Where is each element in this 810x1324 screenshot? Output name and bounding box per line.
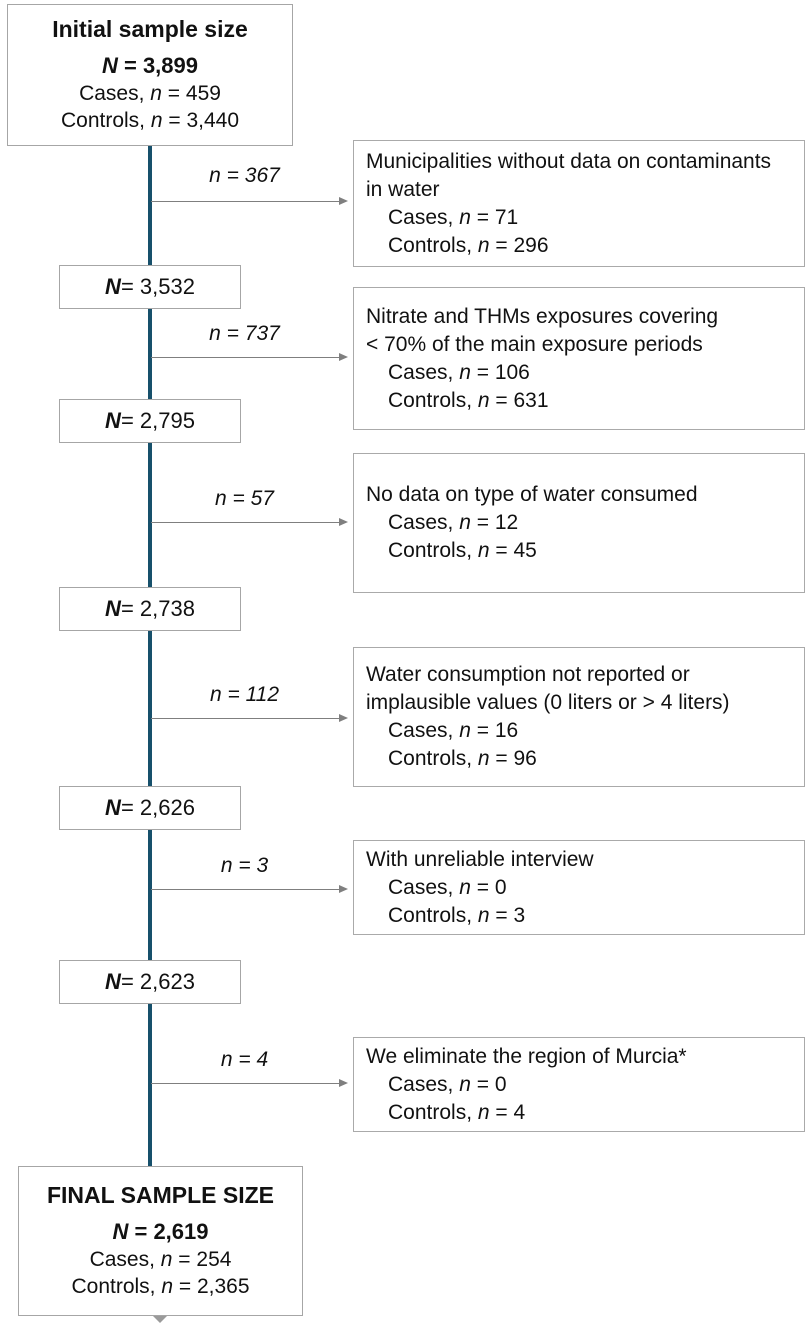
exclusion-reason-1: Municipalities without data on contamina… — [366, 149, 772, 201]
exclusion-arrow-4 — [151, 714, 348, 722]
exclusion-reason-6: We eliminate the region of Murcia* — [366, 1044, 687, 1068]
exclusion-arrow-1 — [151, 197, 348, 205]
arrow-label-4: n = 112 — [209, 683, 280, 706]
arrow-label-2: n = 737 — [209, 322, 280, 345]
final-cases-line: Cases, n = 254 — [89, 1248, 232, 1271]
exclusion-reason-5: With unreliable interview — [366, 847, 594, 871]
sample-size-box-3: N = 2,738 — [59, 587, 241, 631]
exclusion-arrow-2 — [151, 353, 348, 361]
exclusion-reason-4: Water consumption not reported or implaus… — [366, 663, 730, 714]
final-sample-box: FINAL SAMPLE SIZE N = 2,619 Cases, n = 2… — [18, 1166, 303, 1316]
exclusion-cases-2: Cases, n = 106 — [388, 360, 530, 384]
exclusion-cases-3: Cases, n = 12 — [388, 511, 519, 534]
sample-size-box-4: N = 2,626 — [59, 786, 241, 830]
arrow-label-3: n = 57 — [215, 487, 274, 510]
exclusion-arrow-6 — [151, 1079, 348, 1087]
exclusion-controls-4: Controls, n = 96 — [388, 747, 537, 770]
arrow-label-6: n = 4 — [220, 1048, 269, 1071]
final-sample-title: FINAL SAMPLE SIZE — [46, 1182, 275, 1208]
exclusion-controls-6: Controls, n = 4 — [388, 1100, 526, 1124]
arrow-label-1: n = 367 — [209, 164, 280, 187]
exclusion-box-2: Nitrate and THMs exposures covering < 70%… — [353, 287, 805, 430]
sample-size-box-1: N = 3,532 — [59, 265, 241, 309]
exclusion-reason-3: No data on type of water consumed — [366, 483, 698, 506]
exclusion-box-4: Water consumption not reported or implaus… — [353, 647, 805, 787]
exclusion-box-6: We eliminate the region of Murcia* Cases… — [353, 1037, 805, 1132]
down-arrowhead-icon — [153, 1316, 167, 1323]
exclusion-cases-6: Cases, n = 0 — [388, 1072, 507, 1096]
sample-size-box-2: N = 2,795 — [59, 399, 241, 443]
initial-n-line: N = 3,899 — [101, 53, 199, 78]
initial-sample-title: Initial sample size — [52, 16, 248, 42]
exclusion-controls-5: Controls, n = 3 — [388, 903, 526, 927]
exclusion-controls-2: Controls, n = 631 — [388, 388, 549, 412]
final-n-line: N = 2,619 — [112, 1219, 209, 1244]
exclusion-cases-4: Cases, n = 16 — [388, 719, 519, 742]
initial-controls-line: Controls, n = 3,440 — [60, 109, 240, 132]
final-controls-line: Controls, n = 2,365 — [71, 1275, 250, 1298]
exclusion-cases-1: Cases, n = 71 — [388, 205, 519, 229]
arrow-label-5: n = 3 — [220, 854, 269, 877]
sample-size-box-5: N = 2,623 — [59, 960, 241, 1004]
exclusion-box-3: No data on type of water consumed Cases,… — [353, 453, 805, 593]
initial-sample-box: Initial sample size N = 3,899 Cases, n =… — [7, 4, 293, 146]
exclusion-box-5: With unreliable interview Cases, n = 0 C… — [353, 840, 805, 935]
exclusion-arrow-5 — [151, 885, 348, 893]
exclusion-controls-1: Controls, n = 296 — [388, 233, 549, 257]
exclusion-cases-5: Cases, n = 0 — [388, 875, 507, 899]
exclusion-reason-2: Nitrate and THMs exposures covering < 70%… — [366, 304, 719, 356]
vertical-connector-line — [148, 146, 152, 1166]
initial-cases-line: Cases, n = 459 — [79, 82, 221, 105]
exclusion-box-1: Municipalities without data on contamina… — [353, 140, 805, 267]
exclusion-controls-3: Controls, n = 45 — [388, 539, 537, 562]
exclusion-arrow-3 — [151, 518, 348, 526]
